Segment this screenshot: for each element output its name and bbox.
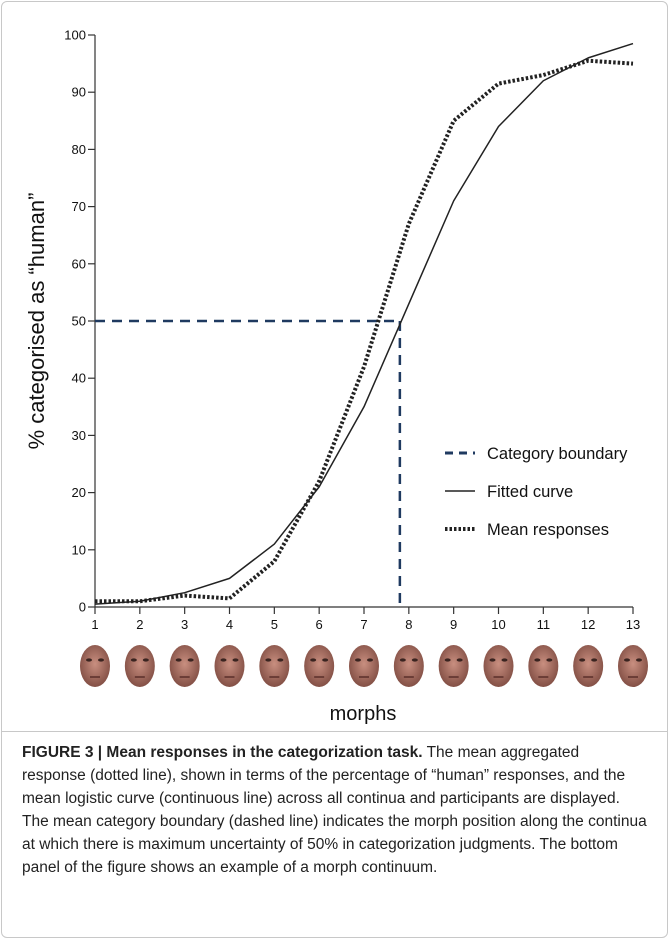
face-image (393, 645, 424, 687)
face-image (438, 645, 469, 687)
face-eye (367, 658, 373, 662)
face-eye (232, 658, 239, 662)
face-eye (399, 658, 406, 662)
legend-label: Fitted curve (487, 483, 573, 501)
face-eye (187, 658, 194, 662)
y-tick-label: 0 (79, 600, 86, 615)
legend-label: Mean responses (487, 521, 609, 539)
x-axis-label: morphs (330, 703, 397, 725)
face-image (169, 645, 200, 687)
y-tick-label: 100 (64, 28, 86, 43)
face-eye (220, 658, 227, 662)
x-tick-label: 4 (226, 617, 233, 632)
face-image (573, 645, 604, 687)
face-eye (322, 658, 329, 662)
series-line (94, 42, 634, 605)
x-tick-label: 3 (181, 617, 188, 632)
y-tick-label: 40 (72, 371, 86, 386)
face-eye (411, 658, 418, 662)
y-tick-label: 90 (72, 85, 86, 100)
caption-text: The mean aggregated response (dotted lin… (22, 744, 647, 876)
face-image (259, 645, 290, 687)
face-image (349, 645, 379, 687)
face-eye (175, 658, 182, 662)
x-tick-label: 10 (491, 617, 505, 632)
face-image (483, 645, 514, 687)
face-eye (579, 658, 586, 662)
x-tick-label: 11 (537, 617, 551, 632)
chart: % categorised as “human” morphs 0 10 20 30 4… (24, 28, 648, 725)
face-eye (591, 658, 598, 662)
y-axis-label: % categorised as “human” (24, 193, 49, 450)
face-eye (636, 658, 642, 662)
face-image (618, 645, 648, 687)
legend-label: Category boundary (487, 445, 628, 463)
face-eye (265, 658, 272, 662)
face-eye (98, 658, 104, 662)
face-eye (444, 658, 451, 662)
face-eye (501, 658, 508, 662)
face-eye (456, 658, 463, 662)
face-eye (130, 658, 137, 662)
y-tick-label: 70 (72, 199, 86, 214)
face-eye (310, 658, 317, 662)
x-tick-label: 8 (405, 617, 412, 632)
x-tick-label: 2 (136, 617, 143, 632)
face-eye (86, 658, 92, 662)
y-tick-label: 20 (72, 485, 86, 500)
face-eye (142, 658, 149, 662)
face-image (80, 645, 110, 687)
y-tick-label: 50 (72, 314, 86, 329)
x-tick-label: 6 (316, 617, 323, 632)
series-line (95, 58, 634, 604)
face-eye (624, 658, 630, 662)
face-image (214, 645, 245, 687)
face-eye (546, 658, 553, 662)
separator (1, 731, 668, 732)
y-tick-label: 60 (72, 256, 86, 271)
face-image (528, 645, 559, 687)
x-tick-label: 12 (581, 617, 595, 632)
face-eye (534, 658, 541, 662)
x-tick-label: 5 (271, 617, 278, 632)
caption: FIGURE 3 | Mean responses in the categor… (22, 741, 647, 879)
x-tick-label: 13 (626, 617, 640, 632)
caption-label: FIGURE 3 | Mean responses in the categor… (22, 744, 423, 761)
face-eye (489, 658, 496, 662)
x-tick-label: 1 (91, 617, 98, 632)
x-tick-label: 9 (450, 617, 457, 632)
x-tick-label: 7 (360, 617, 367, 632)
y-tick-label: 10 (72, 542, 86, 557)
face-eye (277, 658, 284, 662)
face-eye (355, 658, 361, 662)
face-image (124, 645, 155, 687)
face-image (304, 645, 335, 687)
y-tick-label: 80 (72, 142, 86, 157)
y-tick-label: 30 (72, 428, 86, 443)
